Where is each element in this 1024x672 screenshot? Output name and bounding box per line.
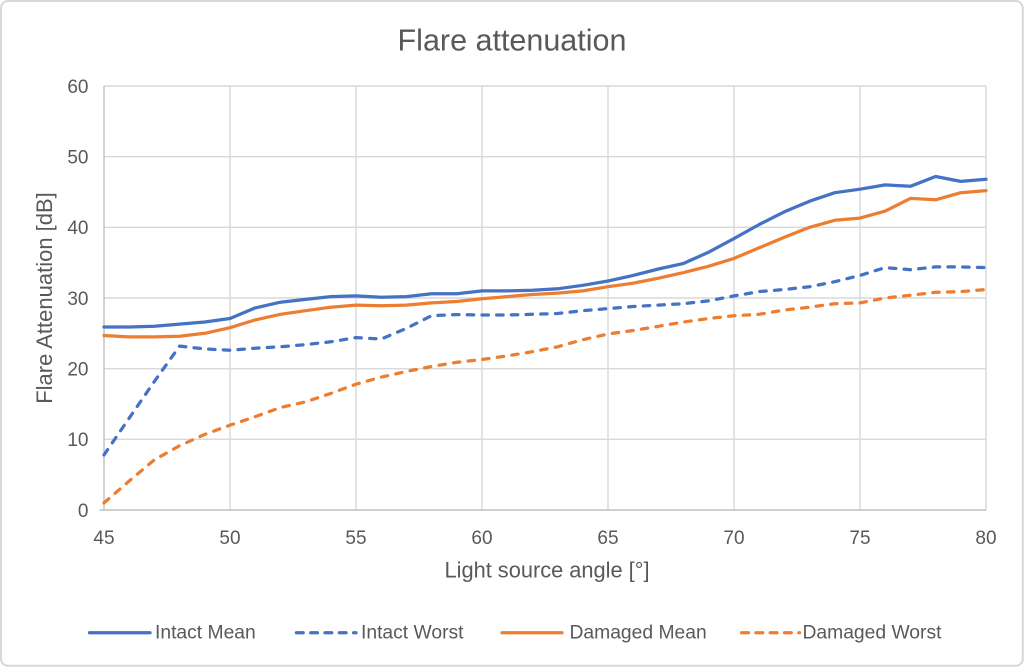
svg-text:60: 60 <box>67 77 88 98</box>
svg-text:50: 50 <box>219 528 240 549</box>
svg-text:45: 45 <box>93 528 114 549</box>
svg-text:Flare Attenuation [dB]: Flare Attenuation [dB] <box>32 192 57 404</box>
svg-text:60: 60 <box>471 528 492 549</box>
svg-text:80: 80 <box>975 528 996 549</box>
svg-text:Flare attenuation: Flare attenuation <box>398 24 627 58</box>
svg-text:55: 55 <box>345 528 366 549</box>
svg-text:70: 70 <box>723 528 744 549</box>
svg-text:Light source angle [°]: Light source angle [°] <box>444 558 649 583</box>
svg-text:50: 50 <box>67 148 88 169</box>
svg-text:10: 10 <box>67 430 88 451</box>
svg-text:Intact Mean: Intact Mean <box>155 622 256 643</box>
svg-text:30: 30 <box>67 289 88 310</box>
svg-text:40: 40 <box>67 218 88 239</box>
svg-text:Damaged Mean: Damaged Mean <box>570 622 707 643</box>
svg-text:Damaged Worst: Damaged Worst <box>803 622 943 643</box>
svg-text:Intact Worst: Intact Worst <box>361 622 464 643</box>
svg-text:65: 65 <box>597 528 618 549</box>
svg-text:0: 0 <box>78 501 89 522</box>
svg-text:75: 75 <box>849 528 870 549</box>
svg-text:20: 20 <box>67 360 88 381</box>
